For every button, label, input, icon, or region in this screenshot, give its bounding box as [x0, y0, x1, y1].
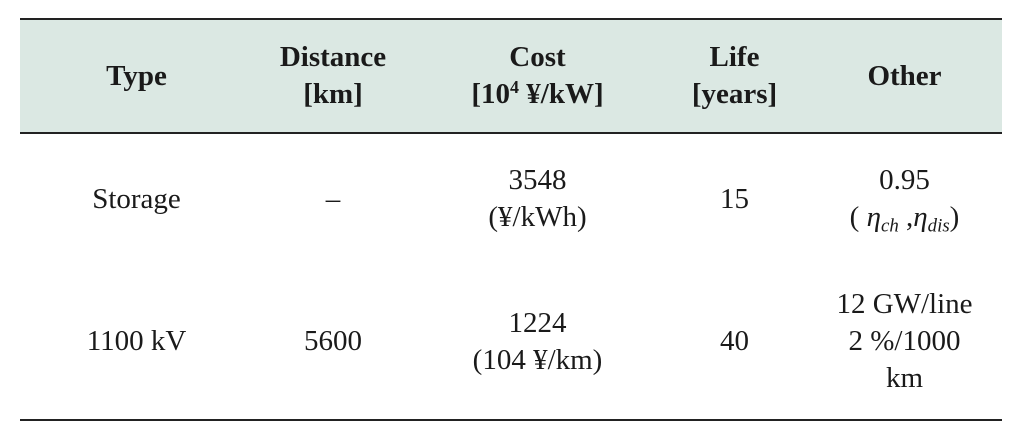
cell-type: Storage — [92, 182, 181, 215]
header-distance: Distance [km] — [253, 18, 413, 134]
header-distance-unit: [km] — [303, 78, 363, 110]
cell-cost-value: 1224 — [508, 306, 567, 339]
cell-other-capacity: 12 GW/line — [836, 288, 973, 320]
header-type-label: Type — [106, 59, 167, 92]
formula-sub-ch: ch — [880, 215, 899, 237]
formula-close-paren: ) — [949, 201, 960, 233]
table-row-storage: Storage – 3548 (¥/kWh) 15 0.95 ( ηch ,ηd… — [20, 133, 1002, 264]
parameter-table-container: Type Distance [km] Cost [104 ¥/kW] Life … — [20, 18, 1002, 421]
header-type: Type — [20, 18, 253, 134]
header-cost: Cost [104 ¥/kW] — [413, 18, 662, 134]
header-cost-unit: [104 ¥/kW] — [417, 76, 658, 113]
header-life-label: Life — [709, 41, 760, 73]
header-other-label: Other — [867, 59, 942, 92]
cell-life: 15 — [720, 182, 749, 215]
cell-type: 1100 kV — [20, 264, 253, 421]
cell-cost-value: 3548 — [508, 164, 567, 196]
formula-open-paren: ( — [849, 201, 867, 233]
header-distance-label: Distance — [279, 41, 387, 73]
formula-comma: , — [898, 201, 914, 233]
cell-distance: 5600 — [253, 264, 413, 421]
cell-distance: – — [325, 182, 341, 215]
header-life: Life [years] — [662, 18, 807, 134]
header-cost-unit-exponent: 4 — [510, 77, 520, 98]
header-life-unit: [years] — [691, 78, 778, 110]
table-body: Storage – 3548 (¥/kWh) 15 0.95 ( ηch ,ηd… — [20, 133, 1002, 421]
header-cost-unit-suffix: ¥/kW] — [519, 78, 604, 110]
table-row-1100kv: 1100 kV 5600 1224 (104 ¥/km) 40 12 GW/li… — [20, 264, 1002, 421]
table-header: Type Distance [km] Cost [104 ¥/kW] Life … — [20, 18, 1002, 134]
cell-other-loss: 2 %/1000 — [848, 325, 961, 357]
header-cost-label: Cost — [509, 41, 566, 73]
cell-life: 40 — [662, 264, 807, 421]
formula-eta-charge: η — [866, 201, 881, 233]
parameter-table: Type Distance [km] Cost [104 ¥/kW] Life … — [20, 18, 1002, 421]
cell-cost: 1224 (104 ¥/km) — [413, 264, 662, 421]
cell-cost-unit: (104 ¥/km) — [472, 343, 603, 376]
formula-sub-dis: dis — [927, 215, 950, 237]
header-other: Other — [807, 18, 1002, 134]
cell-other-loss-unit: km — [885, 362, 924, 394]
cell-cost: 3548 (¥/kWh) — [413, 133, 662, 264]
cell-other: 12 GW/line 2 %/1000 km — [807, 264, 1002, 421]
header-cost-unit-prefix: [10 — [471, 78, 511, 110]
header-row: Type Distance [km] Cost [104 ¥/kW] Life … — [20, 18, 1002, 134]
cell-other-efficiency: 0.95 — [879, 164, 930, 196]
cell-cost-unit: (¥/kWh) — [488, 201, 587, 233]
cell-other-formula: ( ηch ,ηdis) — [811, 199, 998, 236]
cell-other: 0.95 ( ηch ,ηdis) — [807, 133, 1002, 264]
formula-eta-discharge: η — [913, 201, 928, 233]
